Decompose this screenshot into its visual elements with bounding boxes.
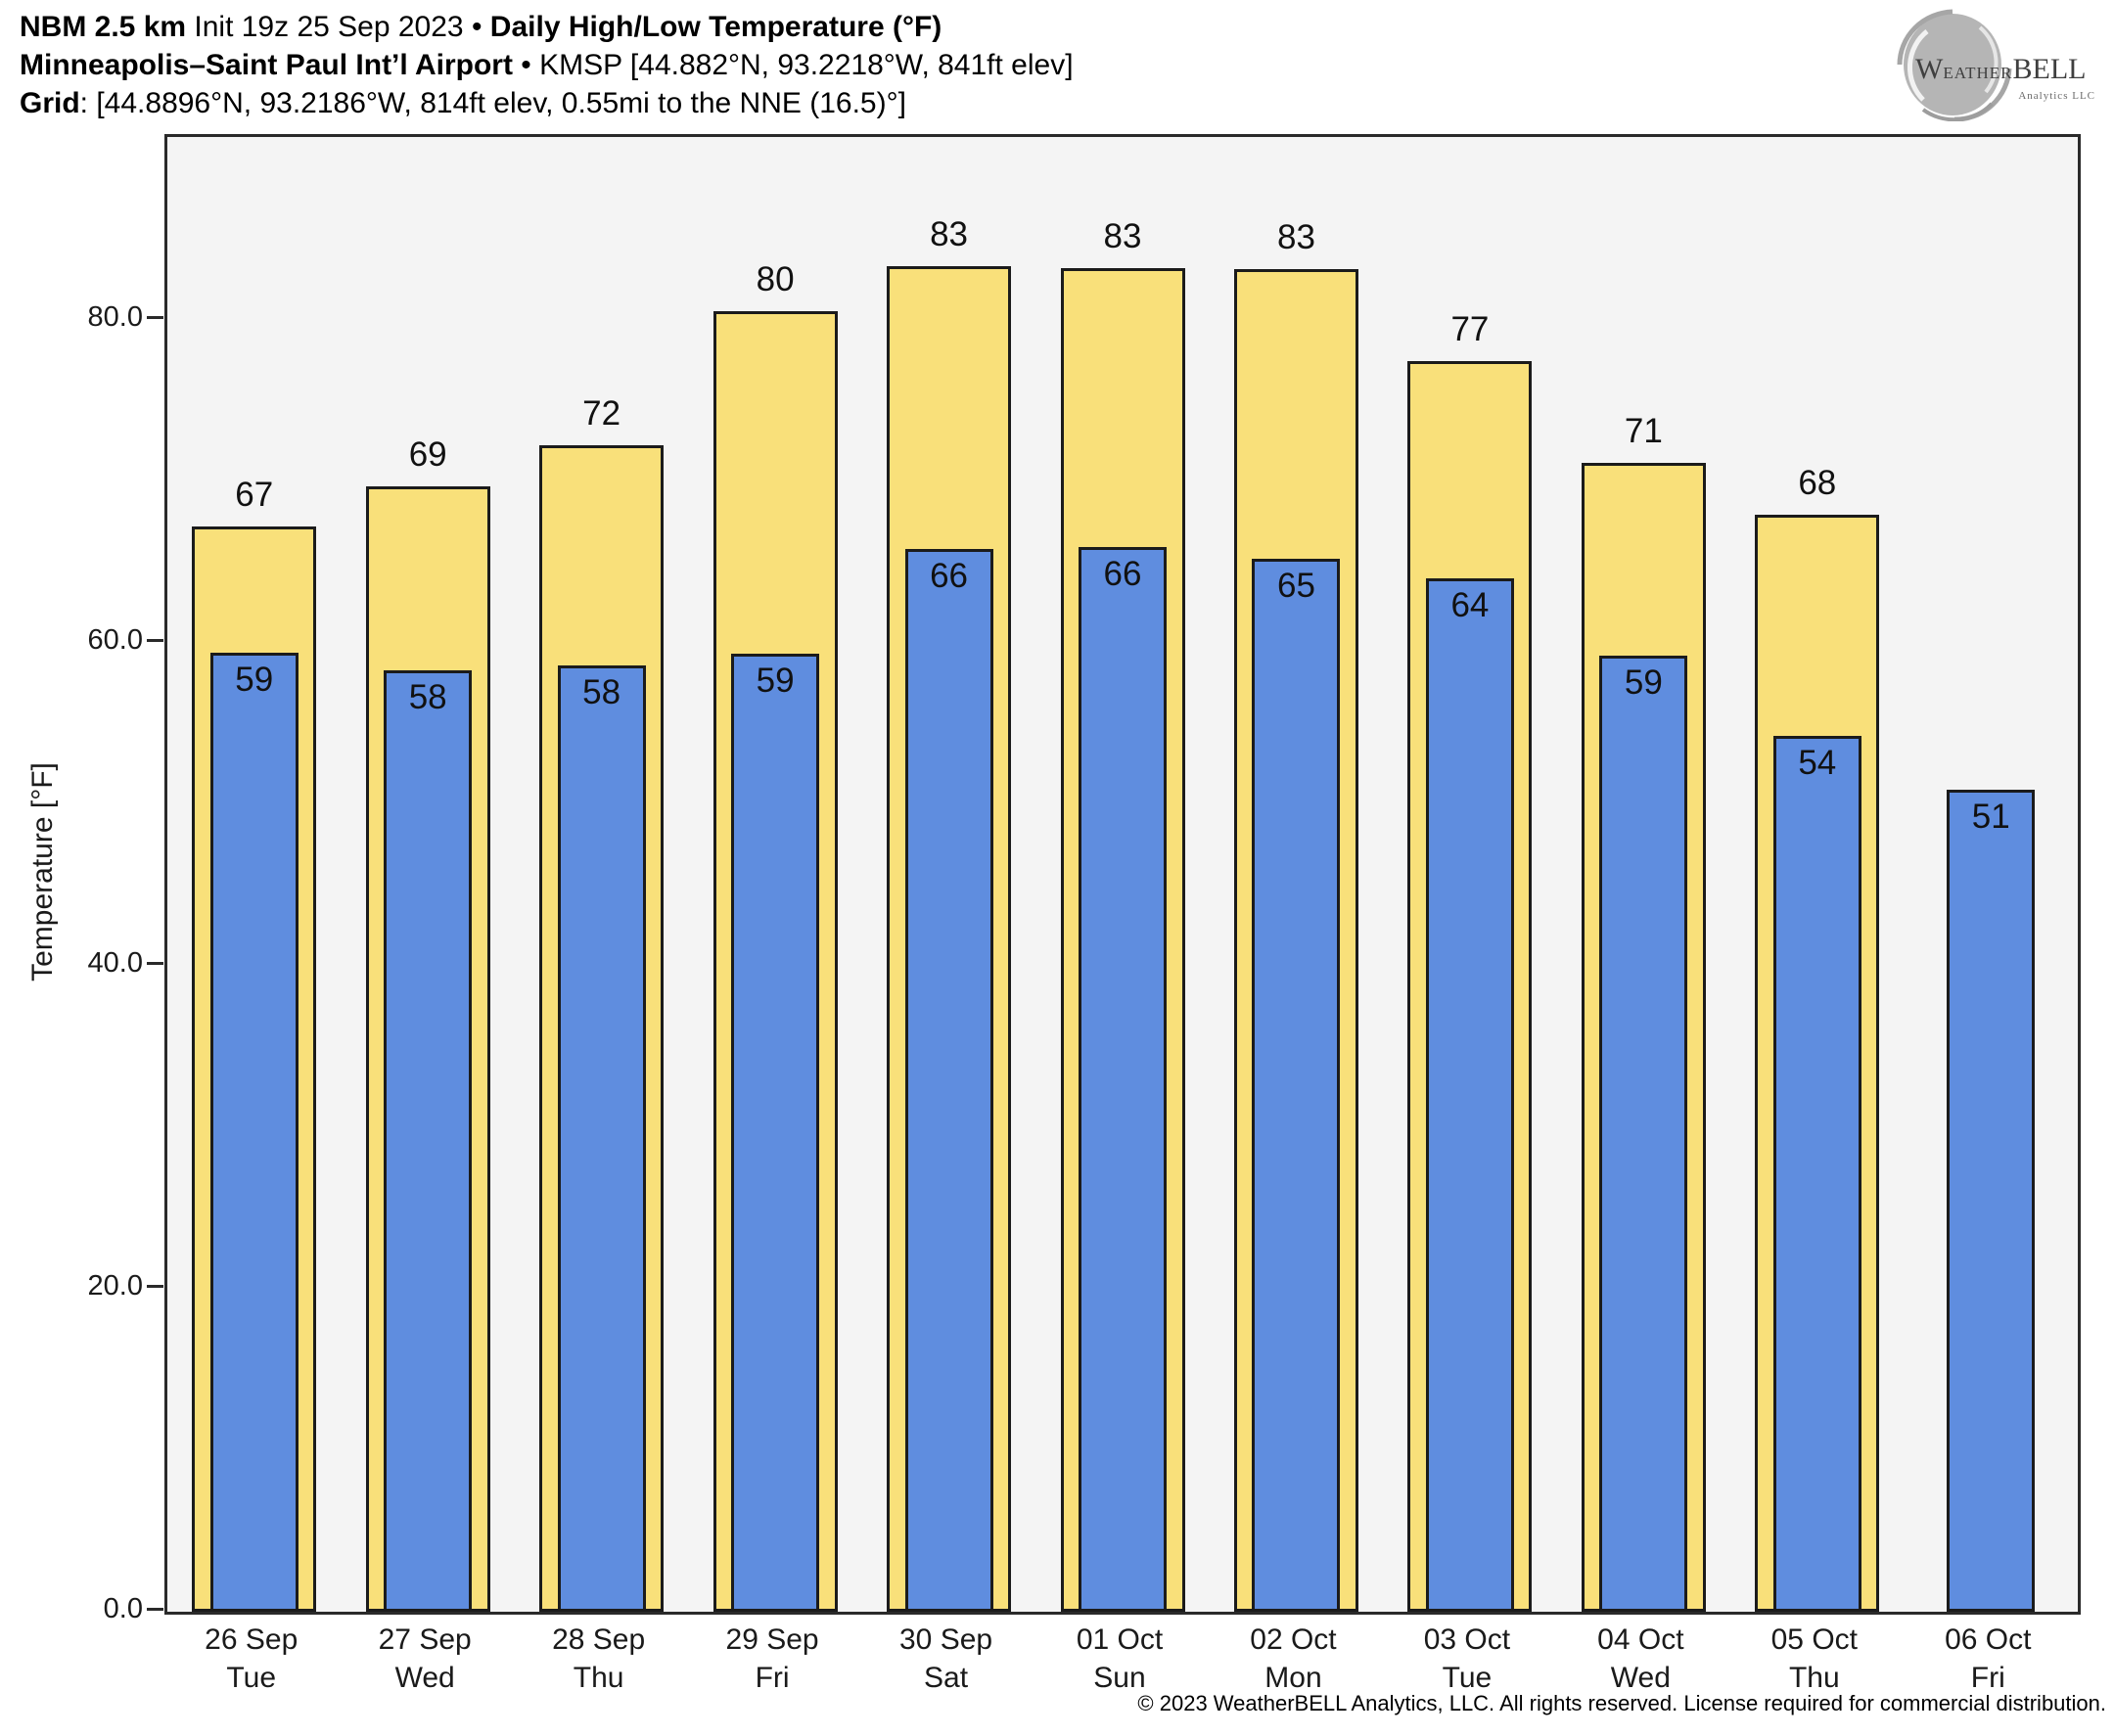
low-bar (904, 548, 993, 1612)
header-line-2: Minneapolis–Saint Paul Int’l Airport • K… (20, 46, 1074, 84)
y-tick-label: 0.0 (103, 1593, 143, 1624)
x-tick-label: 06 Oct Fri (1901, 1621, 2075, 1697)
high-value-label: 67 (235, 475, 274, 514)
high-value-label: 77 (1450, 310, 1490, 349)
low-value-label: 65 (1276, 566, 1315, 605)
x-tick-label-weekday: Mon (1264, 1662, 1322, 1694)
chart-header: NBM 2.5 km Init 19z 25 Sep 2023 • Daily … (20, 8, 1074, 122)
logo-w: W (1915, 53, 1944, 85)
x-tick-label: 29 Sep Fri (685, 1621, 859, 1697)
x-tick-label-date: 04 Oct (1597, 1623, 1684, 1656)
high-value-label: 68 (1798, 464, 1837, 503)
y-tick-mark (147, 961, 163, 965)
low-value-label: 58 (582, 672, 621, 711)
x-tick-label-weekday: Sat (924, 1662, 969, 1694)
logo-subtitle: Analytics LLC (2018, 90, 2095, 102)
logo-eather: EATHER (1943, 64, 2013, 82)
x-tick-label-date: 26 Sep (205, 1623, 299, 1656)
station-name: Minneapolis–Saint Paul Int’l Airport (20, 49, 513, 81)
y-tick-mark (147, 1608, 163, 1611)
logo-bell: BELL (2012, 53, 2087, 85)
y-tick-label: 20.0 (87, 1269, 143, 1302)
low-value-label: 59 (235, 660, 274, 699)
y-tick-mark (147, 1284, 163, 1288)
x-tick-label-date: 27 Sep (378, 1623, 472, 1656)
station-details: • KMSP [44.882°N, 93.2218°W, 841ft elev] (512, 49, 1074, 81)
high-value-label: 83 (1276, 218, 1315, 257)
low-bar (1079, 547, 1167, 1612)
low-bar (1772, 736, 1861, 1612)
high-value-label: 83 (1103, 216, 1142, 255)
low-bar (209, 652, 299, 1612)
x-tick-label-weekday: Fri (755, 1662, 790, 1694)
y-tick-label: 60.0 (87, 623, 143, 656)
model-name: NBM 2.5 km (20, 11, 187, 43)
low-bar (731, 654, 820, 1612)
high-value-label: 72 (582, 394, 621, 434)
high-value-label: 69 (408, 434, 447, 474)
low-bar (1425, 577, 1514, 1612)
low-value-label: 59 (756, 662, 795, 701)
header-line-1: NBM 2.5 km Init 19z 25 Sep 2023 • Daily … (20, 8, 1074, 46)
low-value-label: 64 (1450, 585, 1490, 624)
low-value-label: 59 (1624, 662, 1663, 702)
weatherbell-logo: WEATHERBELL Analytics LLC (1894, 6, 2099, 121)
x-tick-label-weekday: Sun (1093, 1662, 1146, 1694)
y-tick-label: 40.0 (87, 946, 143, 979)
low-bar (1947, 789, 2036, 1612)
x-tick-label-date: 05 Oct (1770, 1623, 1858, 1656)
x-tick-label-date: 01 Oct (1076, 1623, 1164, 1656)
y-tick-mark (147, 638, 163, 642)
low-value-label: 58 (408, 677, 447, 716)
low-bar (384, 669, 473, 1612)
copyright-notice: © 2023 WeatherBELL Analytics, LLC. All r… (1137, 1691, 2106, 1715)
x-tick-label: 04 Oct Wed (1553, 1621, 1727, 1697)
low-bar (557, 664, 646, 1612)
x-tick-label-weekday: Tue (1442, 1662, 1493, 1694)
x-tick-label-date: 06 Oct (1945, 1623, 2032, 1656)
low-value-label: 66 (1103, 555, 1142, 594)
low-bar (1599, 655, 1688, 1612)
page-title: Daily High/Low Temperature (°F) (489, 11, 942, 43)
x-tick-label-weekday: Wed (394, 1662, 455, 1694)
x-tick-label: 26 Sep Tue (164, 1621, 339, 1697)
header-line-3: Grid: [44.8896°N, 93.2186°W, 814ft elev,… (20, 84, 1074, 122)
low-bar (1252, 558, 1341, 1612)
x-tick-label: 01 Oct Sun (1033, 1621, 1207, 1697)
x-tick-label-date: 30 Sep (898, 1623, 993, 1656)
x-tick-label-date: 28 Sep (552, 1623, 646, 1656)
x-tick-label-weekday: Fri (1970, 1662, 2005, 1694)
low-value-label: 54 (1798, 744, 1837, 783)
x-tick-label-weekday: Thu (573, 1662, 624, 1694)
low-value-label: 66 (930, 556, 968, 595)
x-tick-label-weekday: Tue (226, 1662, 277, 1694)
x-tick-label: 30 Sep Sat (859, 1621, 1034, 1697)
high-value-label: 80 (756, 260, 795, 299)
logo-swirl-icon (1897, 9, 2012, 121)
grid-label: Grid (20, 87, 80, 119)
y-tick-mark (147, 315, 163, 319)
x-tick-label-weekday: Wed (1610, 1662, 1671, 1694)
x-tick-label: 28 Sep Thu (512, 1621, 686, 1697)
grid-details: : [44.8896°N, 93.2186°W, 814ft elev, 0.5… (79, 87, 906, 119)
plot-area: 67 59 69 58 72 58 80 59 83 66 83 66 83 65 77 64 71 59 68 54… (164, 134, 2081, 1615)
x-tick-label-weekday: Thu (1788, 1662, 1840, 1694)
x-tick-label: 02 Oct Mon (1206, 1621, 1380, 1697)
logo-wordmark: WEATHERBELL (1915, 53, 2097, 86)
x-tick-label: 27 Sep Wed (338, 1621, 512, 1697)
init-time: Init 19z 25 Sep 2023 • (186, 11, 490, 43)
x-tick-label: 05 Oct Thu (1727, 1621, 1902, 1697)
low-value-label: 51 (1971, 797, 2010, 836)
x-tick-label-date: 03 Oct (1423, 1623, 1511, 1656)
y-tick-label: 80.0 (87, 300, 143, 333)
x-tick-label-date: 02 Oct (1250, 1623, 1337, 1656)
x-tick-label-date: 29 Sep (725, 1623, 819, 1656)
x-tick-label: 03 Oct Tue (1380, 1621, 1554, 1697)
high-value-label: 83 (930, 215, 968, 254)
high-value-label: 71 (1624, 412, 1663, 451)
